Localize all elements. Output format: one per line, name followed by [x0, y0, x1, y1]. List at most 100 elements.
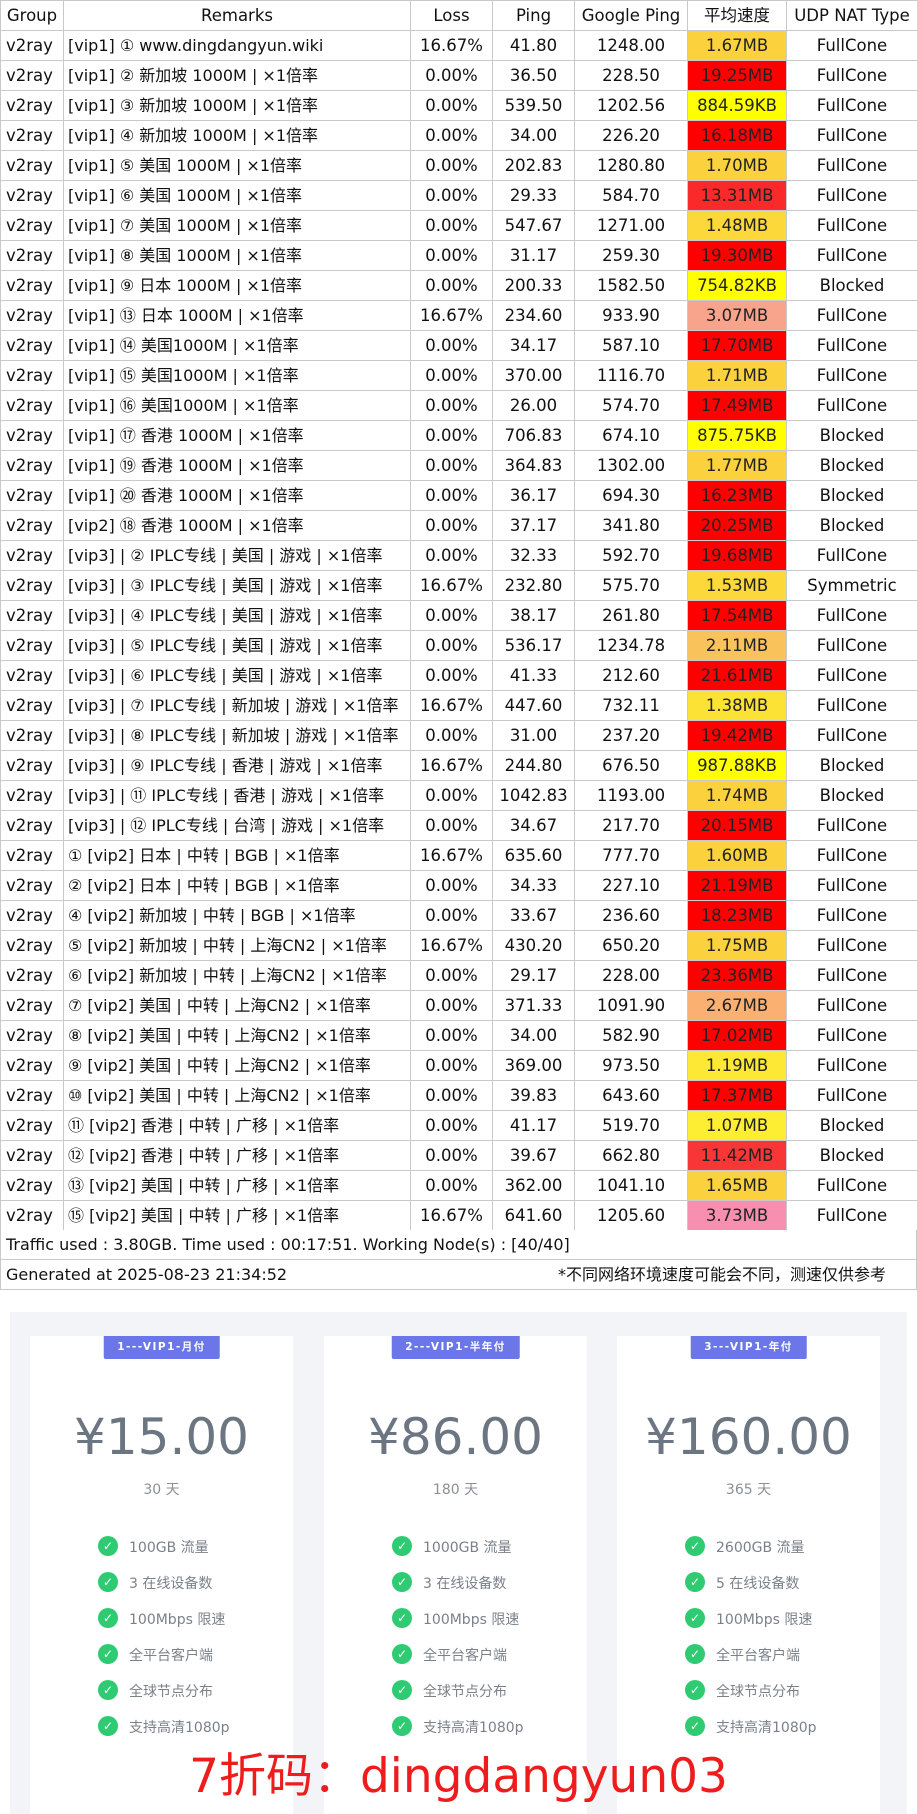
cell-udp-nat-type: Blocked [786, 480, 917, 511]
check-icon: ✓ [98, 1572, 118, 1592]
plan-feature: ✓ 全球节点分布 [98, 1680, 230, 1717]
cell-ping: 200.33 [492, 270, 575, 301]
cell-google-ping: 1202.56 [574, 90, 688, 121]
plan-feature: ✓ 支持高清1080p [98, 1716, 230, 1753]
cell-google-ping: 341.80 [574, 510, 688, 541]
cell-loss: 0.00% [410, 660, 493, 691]
cell-remarks: [vip3] | ⑤ IPLC专线 | 美国 | 游戏 | ×1倍率 [63, 630, 411, 661]
cell-group: v2ray [0, 570, 64, 601]
cell-google-ping: 575.70 [574, 570, 688, 601]
table-row: v2ray [vip3] | ③ IPLC专线 | 美国 | 游戏 | ×1倍率 1… [0, 570, 917, 601]
cell-remarks: [vip1] ⑥ 美国 1000M | ×1倍率 [63, 180, 411, 211]
cell-google-ping: 1193.00 [574, 780, 688, 811]
cell-avg-speed: 19.25MB [687, 60, 787, 91]
plan-feature-list: ✓ 1000GB 流量 ✓ 3 在线设备数 ✓ 100Mbps 限速 ✓ 全平台客户端 ✓ 全球节… [392, 1536, 524, 1753]
cell-loss: 0.00% [410, 180, 493, 211]
plan-period: 365 天 [725, 1482, 772, 1498]
cell-udp-nat-type: Blocked [786, 510, 917, 541]
cell-loss: 0.00% [410, 150, 493, 181]
header-ping: Ping [492, 0, 575, 31]
cell-group: v2ray [0, 690, 64, 721]
cell-udp-nat-type: FullCone [786, 960, 917, 991]
plan-badge: 1---VIP1-月付 [103, 1336, 220, 1359]
cell-avg-speed: 1.67MB [687, 30, 787, 61]
cell-loss: 0.00% [410, 720, 493, 751]
cell-google-ping: 973.50 [574, 1050, 688, 1081]
cell-group: v2ray [0, 1050, 64, 1081]
cell-avg-speed: 1.07MB [687, 1110, 787, 1141]
cell-loss: 0.00% [410, 1080, 493, 1111]
cell-udp-nat-type: FullCone [786, 690, 917, 721]
plan-card[interactable]: 1---VIP1-月付 ¥15.00 30 天 ✓ 100GB 流量 ✓ 3 在线设备数 ✓ 1… [30, 1336, 293, 1814]
cell-remarks: [vip3] | ⑪ IPLC专线 | 香港 | 游戏 | ×1倍率 [63, 780, 411, 811]
cell-avg-speed: 1.53MB [687, 570, 787, 601]
cell-google-ping: 1302.00 [574, 450, 688, 481]
cell-group: v2ray [0, 1110, 64, 1141]
cell-google-ping: 228.00 [574, 960, 688, 991]
table-row: v2ray [vip1] ③ 新加坡 1000M | ×1倍率 0.00% 539.5… [0, 90, 917, 121]
table-row: v2ray [vip1] ⑲ 香港 1000M | ×1倍率 0.00% 364.83… [0, 450, 917, 481]
check-icon: ✓ [98, 1680, 118, 1700]
cell-remarks: [vip1] ⑧ 美国 1000M | ×1倍率 [63, 240, 411, 271]
plan-feature: ✓ 全球节点分布 [392, 1680, 524, 1717]
cell-remarks: [vip1] ⑨ 日本 1000M | ×1倍率 [63, 270, 411, 301]
cell-loss: 0.00% [410, 1050, 493, 1081]
cell-remarks: [vip1] ⑤ 美国 1000M | ×1倍率 [63, 150, 411, 181]
plan-card[interactable]: 3---VIP1-年付 ¥160.00 365 天 ✓ 2600GB 流量 ✓ 5 在线设备… [617, 1336, 880, 1814]
cell-remarks: [vip1] ④ 新加坡 1000M | ×1倍率 [63, 120, 411, 151]
cell-loss: 16.67% [410, 1200, 493, 1231]
cell-udp-nat-type: FullCone [786, 180, 917, 211]
plan-card[interactable]: 2---VIP1-半年付 ¥86.00 180 天 ✓ 1000GB 流量 ✓ 3 在线设备… [324, 1336, 587, 1814]
cell-avg-speed: 1.70MB [687, 150, 787, 181]
cell-ping: 31.17 [492, 240, 575, 271]
cell-avg-speed: 3.07MB [687, 300, 787, 331]
check-icon: ✓ [685, 1716, 705, 1736]
table-row: v2ray [vip3] | ⑦ IPLC专线 | 新加坡 | 游戏 | ×1倍率… [0, 690, 917, 721]
cell-udp-nat-type: Blocked [786, 750, 917, 781]
cell-remarks: [vip1] ⑭ 美国1000M | ×1倍率 [63, 330, 411, 361]
plan-feature-label: 3 在线设备数 [423, 1576, 507, 1592]
cell-udp-nat-type: FullCone [786, 840, 917, 871]
cell-avg-speed: 1.48MB [687, 210, 787, 241]
cell-avg-speed: 16.23MB [687, 480, 787, 511]
table-row: v2ray [vip3] | ② IPLC专线 | 美国 | 游戏 | ×1倍率 0… [0, 540, 917, 571]
cell-avg-speed: 20.15MB [687, 810, 787, 841]
cell-ping: 34.33 [492, 870, 575, 901]
cell-loss: 0.00% [410, 90, 493, 121]
plan-feature: ✓ 1000GB 流量 [392, 1536, 524, 1573]
cell-avg-speed: 23.36MB [687, 960, 787, 991]
plan-feature: ✓ 全平台客户端 [98, 1644, 230, 1681]
cell-ping: 539.50 [492, 90, 575, 121]
check-icon: ✓ [685, 1680, 705, 1700]
cell-loss: 0.00% [410, 360, 493, 391]
cell-remarks: ④ [vip2] 新加坡 | 中转 | BGB | ×1倍率 [63, 900, 411, 931]
cell-avg-speed: 754.82KB [687, 270, 787, 301]
cell-group: v2ray [0, 300, 64, 331]
cell-ping: 641.60 [492, 1200, 575, 1231]
cell-udp-nat-type: Symmetric [786, 570, 917, 601]
cell-avg-speed: 17.70MB [687, 330, 787, 361]
cell-avg-speed: 21.61MB [687, 660, 787, 691]
cell-udp-nat-type: FullCone [786, 900, 917, 931]
cell-google-ping: 676.50 [574, 750, 688, 781]
check-icon: ✓ [392, 1536, 412, 1556]
cell-udp-nat-type: FullCone [786, 1050, 917, 1081]
cell-remarks: [vip3] | ③ IPLC专线 | 美国 | 游戏 | ×1倍率 [63, 570, 411, 601]
cell-group: v2ray [0, 390, 64, 421]
check-icon: ✓ [685, 1536, 705, 1556]
cell-google-ping: 519.70 [574, 1110, 688, 1141]
header-loss: Loss [410, 0, 493, 31]
cell-remarks: ⑦ [vip2] 美国 | 中转 | 上海CN2 | ×1倍率 [63, 990, 411, 1021]
cell-udp-nat-type: FullCone [786, 1200, 917, 1231]
cell-loss: 0.00% [410, 330, 493, 361]
cell-group: v2ray [0, 270, 64, 301]
cell-ping: 547.67 [492, 210, 575, 241]
cell-loss: 0.00% [410, 450, 493, 481]
cell-udp-nat-type: FullCone [786, 330, 917, 361]
cell-group: v2ray [0, 960, 64, 991]
cell-google-ping: 582.90 [574, 1020, 688, 1051]
cell-group: v2ray [0, 360, 64, 391]
cell-udp-nat-type: FullCone [786, 1080, 917, 1111]
cell-google-ping: 592.70 [574, 540, 688, 571]
cell-udp-nat-type: Blocked [786, 450, 917, 481]
